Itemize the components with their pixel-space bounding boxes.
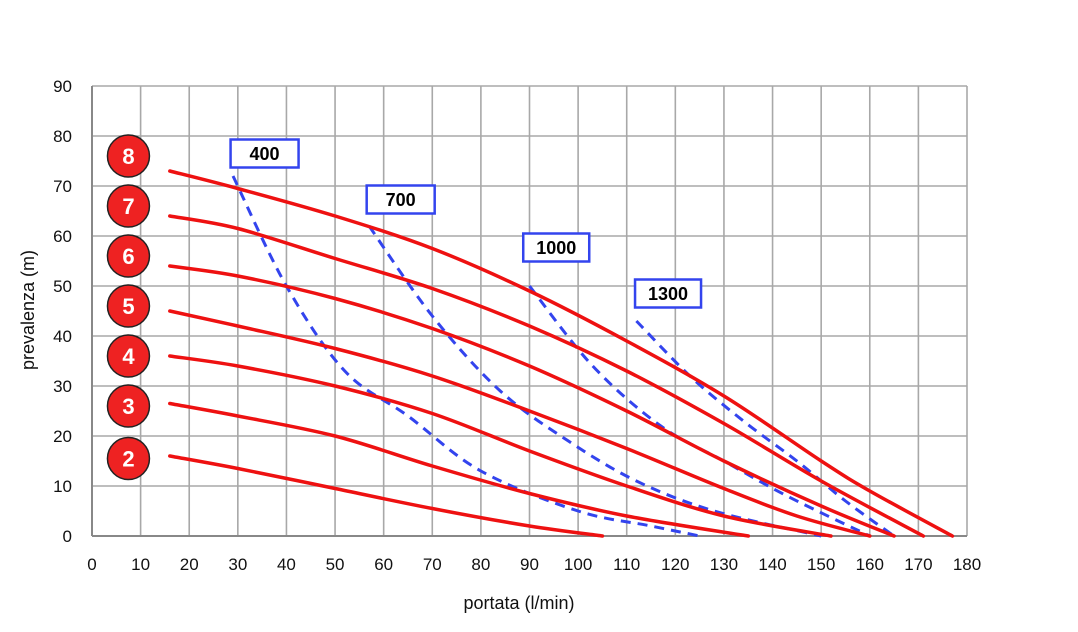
y-tick-label: 40 [53,327,72,346]
performance-curves [168,169,955,538]
badge-2: 2 [106,436,151,481]
y-tick-label: 0 [63,527,72,546]
curve-5 [168,309,872,538]
iso-label-text: 1000 [536,238,576,258]
badge-3: 3 [106,384,151,428]
iso-label-700: 700 [365,184,436,215]
curve-badges: 8 7 6 5 4 3 2 [106,134,151,481]
y-tick-label: 20 [53,427,72,446]
x-tick-labels: 0 10 20 30 40 50 60 70 80 90 100 110 120 130 140 150 160… [87,555,981,574]
badge-5: 5 [106,284,151,328]
curve-6 [168,264,896,538]
iso-label-box [229,138,300,169]
y-tick-label: 50 [53,277,72,296]
iso-label-400: 400 [229,138,300,169]
x-axis-title: portata (l/min) [463,593,574,613]
x-tick-label: 140 [758,555,786,574]
x-tick-label: 70 [423,555,442,574]
x-tick-label: 160 [856,555,884,574]
iso-label-text: 400 [250,144,280,164]
x-tick-label: 80 [471,555,490,574]
x-tick-label: 120 [661,555,689,574]
curve-3 [168,401,751,538]
curve-2 [168,454,605,538]
iso-line-labels: 400 700 1000 1300 [229,138,703,309]
iso-label-box [365,184,436,215]
y-tick-label: 90 [53,77,72,96]
badge-text: 4 [122,344,135,369]
badge-7: 7 [106,184,151,228]
badge-circle [106,384,151,428]
x-tick-label: 100 [564,555,592,574]
badge-circle [106,234,151,278]
badge-circle [106,334,151,378]
y-tick-label: 30 [53,377,72,396]
y-axis-title: prevalenza (m) [18,250,38,370]
x-tick-label: 10 [131,555,150,574]
curve-8 [168,169,955,538]
iso-label-1000: 1000 [521,232,591,263]
iso-label-box [521,232,591,263]
iso-line-1300 [635,319,895,538]
iso-label-box [633,278,703,309]
x-tick-label: 90 [520,555,539,574]
badge-circle [106,134,151,178]
curve-4 [168,354,833,538]
iso-lines [231,175,895,538]
badge-text: 2 [122,447,134,472]
iso-label-1300: 1300 [633,278,703,309]
iso-line-700 [367,225,822,538]
badge-8: 8 [106,134,151,178]
y-tick-labels: 0 10 20 30 40 50 60 70 80 90 [53,77,72,546]
badge-circle [106,284,151,328]
iso-label-text: 1300 [648,284,688,304]
badge-6: 6 [106,234,151,278]
x-tick-label: 110 [613,555,640,574]
badge-text: 7 [122,194,134,219]
badge-text: 8 [122,144,134,169]
badge-4: 4 [106,334,151,378]
x-tick-label: 0 [87,555,96,574]
x-tick-label: 150 [807,555,835,574]
x-tick-label: 50 [326,555,345,574]
badge-text: 5 [122,294,134,319]
y-tick-label: 60 [53,227,72,246]
x-tick-label: 60 [374,555,393,574]
iso-label-text: 700 [386,190,416,210]
x-tick-label: 130 [710,555,738,574]
x-tick-label: 30 [228,555,247,574]
badge-text: 6 [122,244,134,269]
y-tick-label: 10 [53,477,72,496]
y-tick-label: 80 [53,127,72,146]
x-tick-label: 40 [277,555,296,574]
badge-circle [106,184,151,228]
badge-text: 3 [122,394,134,419]
x-tick-label: 170 [904,555,932,574]
x-tick-label: 20 [180,555,199,574]
badge-circle [106,436,151,481]
y-tick-label: 70 [53,177,72,196]
x-tick-label: 180 [953,555,981,574]
curve-7 [168,214,926,538]
